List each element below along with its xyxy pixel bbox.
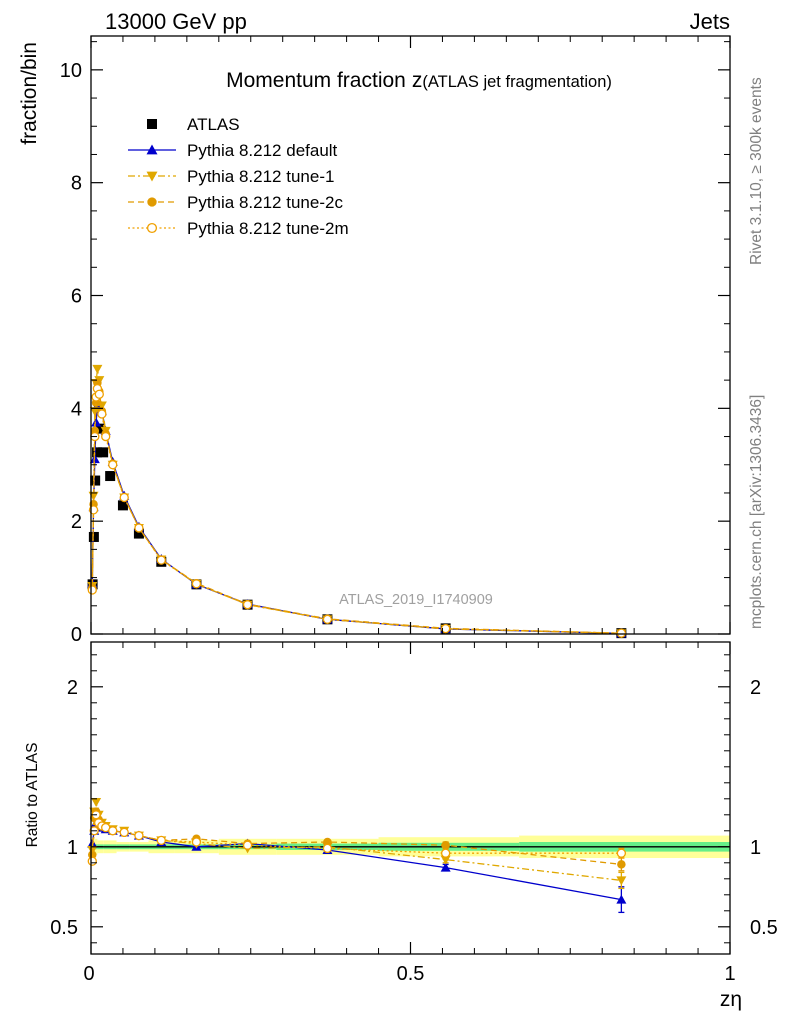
- legend-label: Pythia 8.212 default: [187, 141, 338, 160]
- x-tick-label: 0.5: [397, 963, 425, 985]
- ratio-point: [323, 837, 332, 847]
- ratio-point: [617, 860, 626, 869]
- main-series-line: [91, 382, 622, 634]
- ratio-point: [119, 827, 129, 838]
- legend-entry: Pythia 8.212 tune-2c: [128, 193, 343, 212]
- ratio-y-tick-label-right: 1: [750, 837, 761, 859]
- ratio-y-tick-label-right: 2: [750, 677, 761, 699]
- main-point: [88, 531, 99, 542]
- chart-title: Momentum fraction z(ATLAS jet fragmentati…: [226, 69, 612, 92]
- ratio-plot-frame: [90, 641, 731, 955]
- main-point: [101, 431, 111, 442]
- main-point: [94, 389, 104, 399]
- main-point: [119, 492, 129, 503]
- main-y-tick-label: 8: [71, 173, 82, 195]
- ratio-point: [242, 840, 253, 850]
- side-label-mcplots: mcplots.cern.ch [arXiv:1306.3436]: [748, 395, 765, 629]
- legend-marker: [147, 197, 157, 207]
- main-point: [133, 528, 144, 539]
- legend: ATLAS Pythia 8.212 default Pythia 8.212 tu…: [128, 115, 349, 238]
- ratio-series-line: [91, 821, 622, 901]
- main-point: [87, 585, 97, 595]
- legend-label: Pythia 8.212 tune-2c: [187, 193, 343, 212]
- ratio-point: [616, 848, 627, 858]
- ratio-point: [441, 840, 450, 850]
- ratio-point: [108, 826, 118, 836]
- main-y-tick-label: 6: [71, 286, 82, 308]
- ratio-point: [322, 843, 333, 854]
- main-point: [108, 460, 118, 470]
- legend-entry: ATLAS: [147, 115, 240, 134]
- main-point: [156, 555, 166, 565]
- main-point: [242, 600, 253, 610]
- ratio-series-group: [87, 798, 627, 914]
- ratio-point: [156, 835, 166, 846]
- ratio-point: [440, 848, 451, 858]
- legend-entry: Pythia 8.212 tune-1: [128, 167, 334, 186]
- y-axis-label-main: fraction/bin: [18, 42, 41, 145]
- x-tick-label: 1: [724, 963, 735, 985]
- ratio-point: [616, 894, 627, 904]
- main-point: [134, 523, 144, 533]
- main-point: [94, 423, 105, 434]
- legend-entry: Pythia 8.212 default: [128, 141, 338, 160]
- x-tick-label: 0: [83, 963, 94, 985]
- main-point: [191, 579, 202, 589]
- side-label-rivet: Rivet 3.1.10, ≥ 300k events: [748, 77, 765, 265]
- main-point: [98, 447, 109, 458]
- legend-marker: [146, 144, 158, 155]
- legend-label: Pythia 8.212 tune-2m: [187, 219, 349, 238]
- watermark-analysis: ATLAS_2019_I1740909: [339, 592, 493, 608]
- main-point: [92, 364, 103, 374]
- chart-title-main: Momentum fraction: [226, 69, 406, 92]
- ratio-point: [440, 855, 451, 865]
- ratio-point: [616, 876, 627, 886]
- main-y-tick-label: 10: [60, 60, 82, 82]
- legend-label: ATLAS: [187, 115, 240, 134]
- legend-marker: [147, 119, 157, 129]
- ratio-point: [87, 856, 97, 866]
- main-point: [90, 475, 101, 486]
- ratio-series-3: [87, 810, 627, 866]
- main-point: [91, 417, 102, 427]
- main-point: [117, 500, 128, 511]
- ratio-point: [191, 837, 202, 847]
- ratio-y-tick-label-right: 0.5: [750, 917, 778, 939]
- ratio-y-tick-label-left: 0.5: [50, 917, 78, 939]
- ratio-y-tick-label-left: 2: [67, 677, 78, 699]
- chart-title-note: (ATLAS jet fragmentation): [422, 73, 612, 91]
- main-y-tick-label: 0: [71, 624, 82, 646]
- main-point: [322, 614, 333, 624]
- main-point: [105, 471, 116, 482]
- ratio-series-0: [87, 817, 627, 914]
- process-label: Jets: [690, 9, 730, 34]
- ratio-point: [134, 830, 144, 841]
- x-axis-label: zη: [720, 988, 742, 1011]
- ratio-point: [440, 862, 451, 872]
- main-point: [616, 628, 627, 638]
- main-y-tick-label: 2: [71, 511, 82, 533]
- energy-label: 13000 GeV pp: [105, 9, 247, 34]
- y-axis-label-ratio: Ratio to ATLAS: [24, 743, 41, 848]
- main-point: [440, 623, 451, 634]
- main-point: [97, 409, 107, 419]
- legend-marker: [146, 171, 158, 182]
- legend-entry: Pythia 8.212 tune-2m: [128, 219, 349, 238]
- main-point: [89, 407, 100, 417]
- ratio-point: [91, 798, 102, 807]
- main-point: [92, 447, 103, 458]
- legend-marker: [146, 222, 158, 234]
- ratio-y-tick-label-left: 1: [67, 837, 78, 859]
- chart-title-variable: z: [412, 69, 423, 92]
- legend-label: Pythia 8.212 tune-1: [187, 167, 334, 186]
- main-y-tick-label: 4: [71, 398, 82, 420]
- main-series-group: [87, 364, 627, 639]
